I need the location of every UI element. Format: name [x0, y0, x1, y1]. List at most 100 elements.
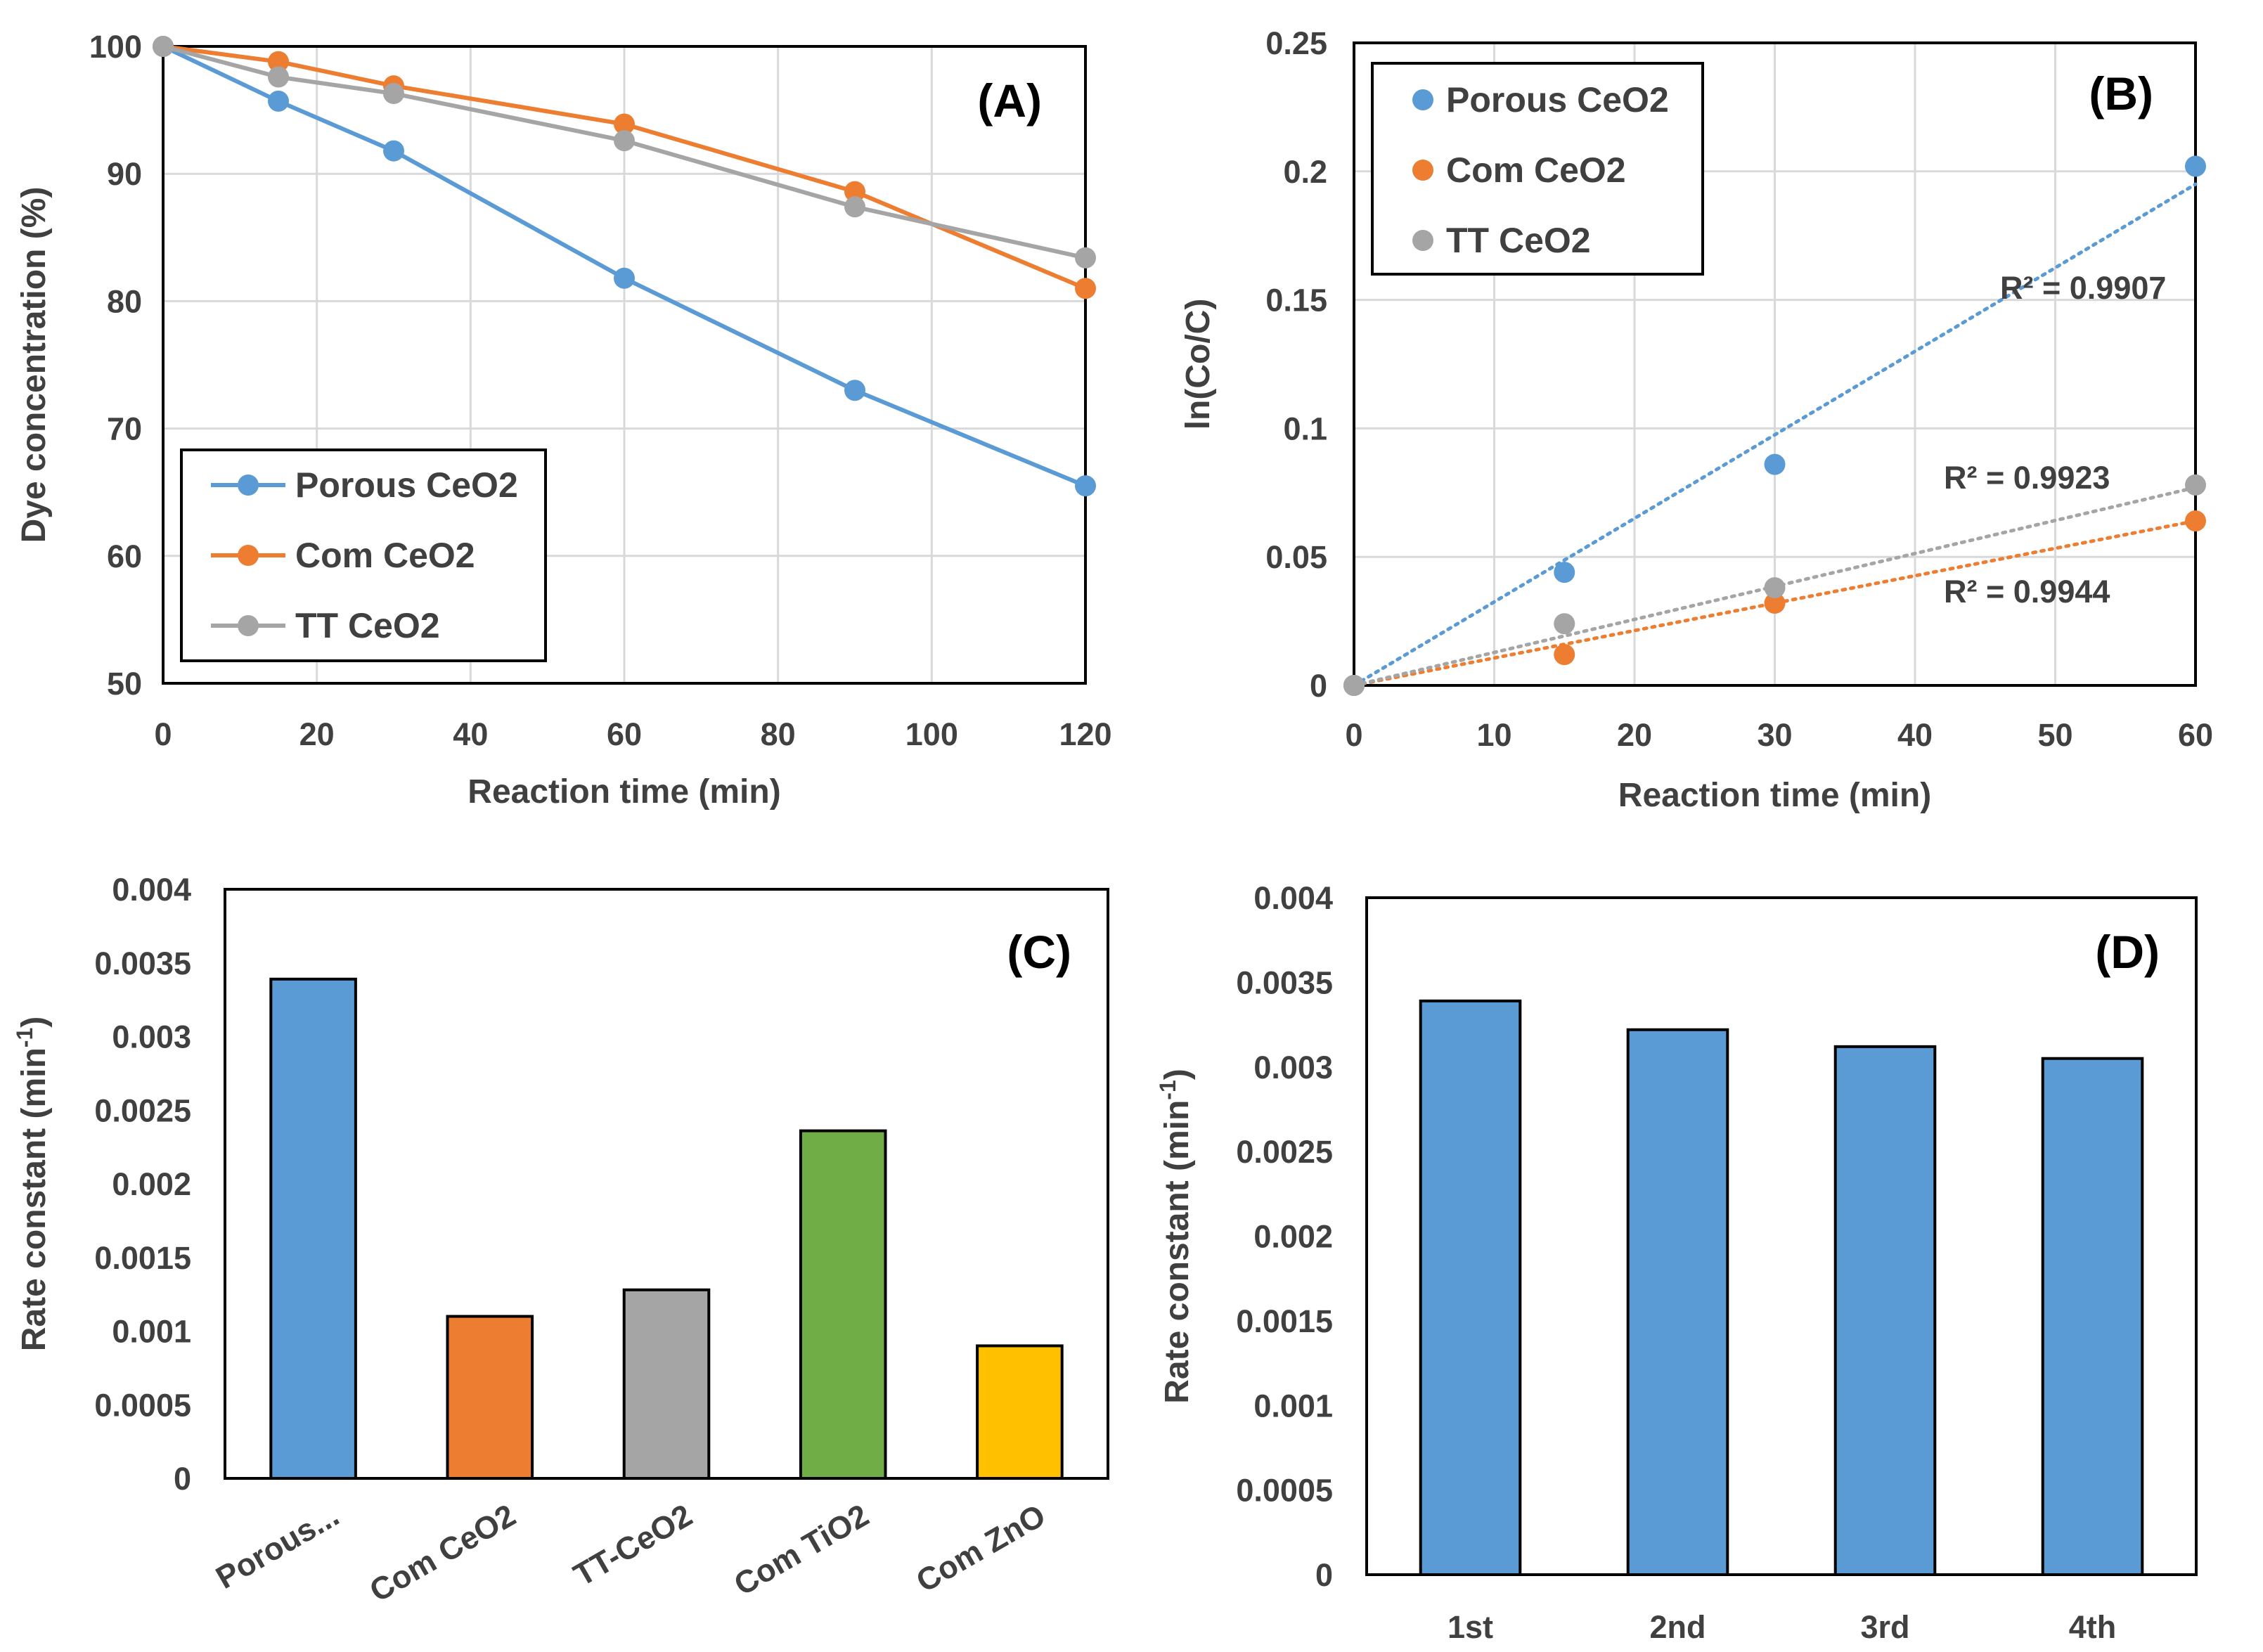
y-tick-label: 80 — [107, 283, 142, 319]
bar — [1419, 999, 1522, 1577]
y-tick-label: 0.15 — [1265, 283, 1327, 318]
x-tick-label: 40 — [1897, 717, 1933, 753]
r-squared-label: R² = 0.9923 — [1944, 460, 2110, 496]
x-tick-label: 60 — [607, 716, 642, 752]
y-tick-label: 0.0005 — [94, 1387, 191, 1423]
data-point — [614, 113, 635, 135]
x-axis-title: Reaction time (min) — [468, 773, 780, 811]
data-point — [268, 51, 289, 72]
x-tick-label: 3rd — [1860, 1609, 1909, 1645]
y-tick-label: 0.0035 — [1236, 964, 1333, 1000]
legend-entry: TT CeO2 — [1446, 221, 1591, 260]
legend-entry: Com CeO2 — [295, 536, 475, 575]
data-point — [1075, 278, 1096, 299]
x-tick-label: Porous... — [209, 1497, 344, 1595]
bar — [446, 1315, 534, 1480]
x-tick-label: 20 — [299, 716, 335, 752]
data-point — [844, 181, 865, 202]
y-tick-label: 0.001 — [1253, 1388, 1333, 1424]
y-tick-label: 0.004 — [112, 872, 191, 908]
y-tick-label: 0 — [1315, 1557, 1333, 1593]
panel-label: (C) — [1007, 926, 1071, 978]
x-tick-label: 100 — [905, 716, 958, 752]
y-tick-label: 0.25 — [1265, 25, 1327, 61]
data-point — [1764, 593, 1786, 614]
x-tick-label: Com ZnO — [910, 1497, 1052, 1599]
legend-entry: Com CeO2 — [1446, 150, 1626, 190]
y-tick-label: 0 — [174, 1461, 191, 1497]
y-tick-label: 0.0015 — [1236, 1303, 1333, 1339]
panel-label: (A) — [977, 75, 1042, 127]
data-point — [614, 267, 635, 289]
plot-border — [1365, 896, 2198, 1576]
plot-border — [224, 888, 1109, 1480]
panel-a-line-chart: 50 60 70 80 90 100 0 20 40 60 80 100 120 Porous CeO2 C… — [15, 29, 1112, 811]
data-point — [2185, 474, 2206, 496]
plot-border — [1353, 41, 2197, 687]
y-axis-title-end: ) — [15, 1017, 53, 1028]
x-tick-label: 80 — [761, 716, 796, 752]
bar — [2041, 1057, 2144, 1576]
x-tick-label: 40 — [453, 716, 488, 752]
data-point — [1075, 475, 1096, 497]
y-tick-label: 0.1 — [1283, 411, 1327, 446]
y-tick-label: 70 — [107, 411, 142, 447]
panel-c-bar-chart: 0 0.0005 0.001 0.0015 0.002 0.0025 0.003 0.0035… — [12, 872, 1109, 1609]
bar — [976, 1344, 1064, 1480]
data-point — [1554, 613, 1575, 635]
y-axis-title-main: Rate constant (min — [1159, 1100, 1196, 1404]
panel-d-bar-chart: 0 0.0005 0.001 0.0015 0.002 0.0025 0.003 0.0035… — [1155, 880, 2198, 1645]
data-point — [268, 90, 289, 112]
x-tick-label: Com CeO2 — [363, 1497, 522, 1608]
data-point — [614, 130, 635, 152]
legend-marker — [238, 615, 259, 636]
y-tick-label: 50 — [107, 666, 142, 702]
y-tick-label: 0.0035 — [94, 946, 191, 981]
y-axis-title-main: Rate constant (min — [15, 1047, 53, 1351]
y-tick-label: 0.004 — [1253, 880, 1333, 916]
x-tick-label: 2nd — [1649, 1609, 1706, 1645]
r-squared-label: R² = 0.9944 — [1944, 574, 2110, 609]
y-tick-label: 0.002 — [112, 1166, 191, 1202]
data-point — [2185, 155, 2206, 177]
data-point — [1075, 247, 1096, 269]
legend-marker — [238, 545, 259, 566]
x-tick-label: 20 — [1617, 717, 1652, 753]
y-axis-title: Dye concentration (%) — [15, 187, 53, 543]
data-point — [1554, 562, 1575, 583]
data-point — [1554, 644, 1575, 666]
bar — [1626, 1028, 1729, 1577]
y-tick-label: 0.001 — [112, 1314, 191, 1350]
y-tick-label: 0 — [1310, 668, 1327, 704]
data-point — [268, 66, 289, 88]
y-tick-label: 0.05 — [1265, 539, 1327, 575]
x-tick-label: 1st — [1448, 1609, 1493, 1645]
y-axis-title-superscript: -1 — [1155, 1080, 1180, 1099]
legend-marker — [1412, 230, 1433, 251]
y-tick-label: 0.003 — [1253, 1050, 1333, 1085]
y-tick-label: 100 — [89, 29, 142, 65]
data-point — [383, 83, 404, 105]
x-tick-label: Com TiO2 — [728, 1497, 875, 1602]
data-point — [1764, 453, 1786, 475]
bar — [799, 1129, 887, 1480]
y-tick-label: 0.0015 — [94, 1240, 191, 1276]
y-tick-label: 0.003 — [112, 1019, 191, 1055]
x-tick-label: 50 — [2037, 717, 2072, 753]
plot-border — [162, 45, 1087, 685]
bar — [1833, 1045, 1937, 1576]
data-point — [153, 36, 174, 57]
legend-entry: Porous CeO2 — [1446, 80, 1669, 120]
bar — [269, 977, 357, 1480]
series-line — [162, 44, 1086, 260]
legend-entry: Porous CeO2 — [295, 465, 518, 505]
y-axis-title-superscript: -1 — [12, 1028, 37, 1047]
x-axis-title: Reaction time (min) — [1618, 777, 1931, 814]
y-axis-title: ln(Co/C) — [1180, 299, 1217, 430]
data-point — [844, 196, 865, 218]
x-tick-label: TT-CeO2 — [567, 1497, 698, 1593]
panel-b-scatter-chart: 0 0.05 0.1 0.15 0.2 0.25 0 10 20 30 40 50 60 R² = 0.9… — [1180, 25, 2213, 814]
y-tick-label: 0.0025 — [94, 1092, 191, 1128]
bar — [622, 1288, 711, 1480]
legend-marker — [238, 475, 259, 496]
